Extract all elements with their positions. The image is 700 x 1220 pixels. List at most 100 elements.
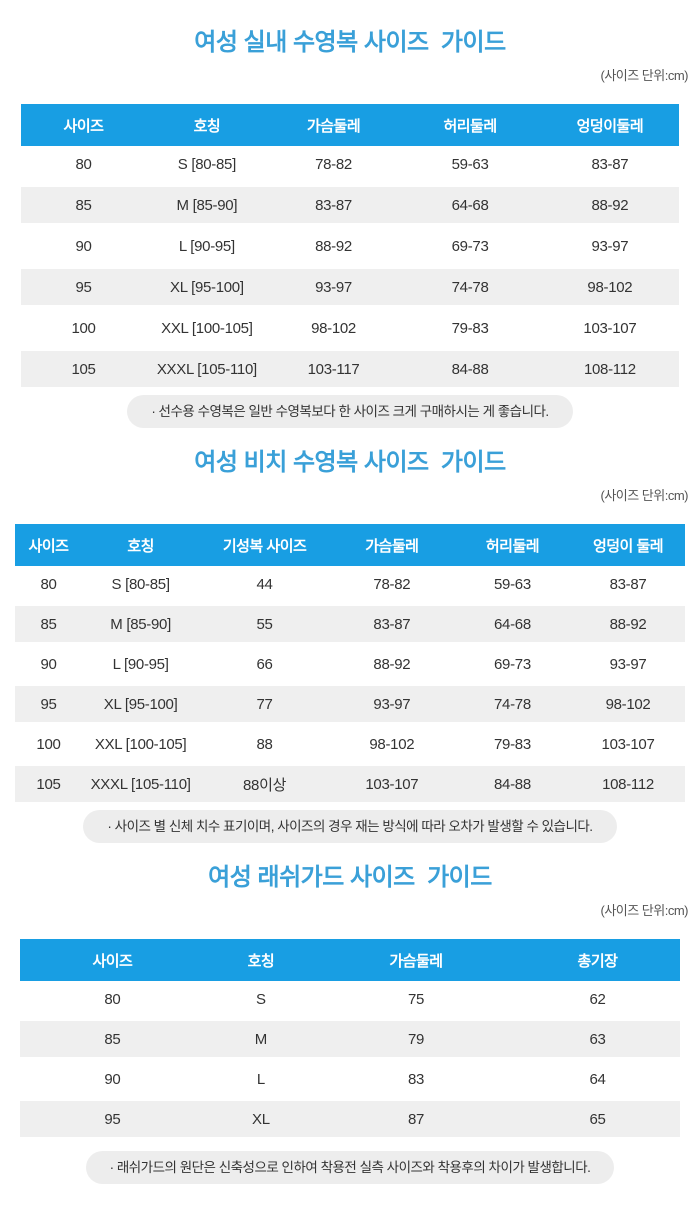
column-header: 가슴둘레 <box>306 117 361 135</box>
table-cell: 105 <box>71 360 96 378</box>
column-header: 호칭 <box>247 952 275 970</box>
unit-label: (사이즈 단위:cm) <box>600 903 688 918</box>
table-cell: 103-117 <box>307 360 360 378</box>
table-cell: 88-92 <box>315 237 352 255</box>
table-row: 90 L [90-95] 88-92 69-73 93-97 <box>21 228 679 264</box>
table-cell: S [80-85] <box>111 575 170 593</box>
table-header-row: 사이즈 호칭 가슴둘레 허리둘레 엉덩이둘레 <box>21 104 679 146</box>
section-title: 여성 실내 수영복 사이즈 가이드 <box>194 29 506 56</box>
column-header: 총기장 <box>577 952 618 970</box>
table-cell: XXXL [105-110] <box>156 360 257 378</box>
table-cell: 44 <box>256 575 273 593</box>
table-row: 105 XXXL [105-110] 103-117 84-88 108-112 <box>21 351 679 387</box>
section-title: 여성 래쉬가드 사이즈 가이드 <box>208 864 492 891</box>
column-header: 가슴둘레 <box>365 537 419 555</box>
table-cell: 69-73 <box>451 237 489 255</box>
table-cell: 98-102 <box>311 319 356 337</box>
rashguard-size-table: 사이즈 호칭 가슴둘레 총기장 80 S 75 62 85 M 79 63 90 L 83 64 95 XL 87 6… <box>20 939 680 1137</box>
table-row: 100 XXL [100-105] 98-102 79-83 103-107 <box>21 310 679 346</box>
table-cell: XL <box>252 1110 270 1128</box>
column-header: 기성복 사이즈 <box>222 537 307 555</box>
table-cell: 63 <box>589 1030 606 1048</box>
table-cell: 84-88 <box>451 360 489 378</box>
table-cell: 88-92 <box>591 196 629 214</box>
table-cell: 108-112 <box>583 360 636 378</box>
table-cell: 74-78 <box>494 695 531 713</box>
table-cell: 62 <box>589 990 606 1008</box>
table-cell: 108-112 <box>602 775 654 793</box>
table-row: 85 M [85-90] 83-87 64-68 88-92 <box>21 187 679 223</box>
table-cell: 55 <box>256 615 273 633</box>
table-cell: 78-82 <box>315 155 352 173</box>
table-cell: 95 <box>40 695 57 713</box>
table-cell: L [90-95] <box>178 237 235 255</box>
table-row: 80 S 75 62 <box>20 981 680 1017</box>
table-row: 90 L [90-95] 66 88-92 69-73 93-97 <box>15 646 685 682</box>
table-cell: 88 <box>256 735 273 753</box>
table-row: 85 M [85-90] 55 83-87 64-68 88-92 <box>15 606 685 642</box>
table-cell: 83-87 <box>373 615 411 633</box>
table-cell: S <box>256 990 266 1008</box>
column-header: 엉덩이둘레 <box>576 117 644 135</box>
table-cell: 75 <box>407 990 425 1008</box>
table-cell: 59-63 <box>494 575 531 593</box>
table-cell: 80 <box>104 990 121 1008</box>
unit-label: (사이즈 단위:cm) <box>600 488 688 503</box>
table-cell: 93-97 <box>315 278 352 296</box>
table-cell: 85 <box>75 196 92 214</box>
table-row: 105 XXXL [105-110] 88이상 103-107 84-88 108-112 <box>15 766 685 802</box>
table-cell: 105 <box>36 775 61 793</box>
table-row: 95 XL [95-100] 77 93-97 74-78 98-102 <box>15 686 685 722</box>
table-cell: 100 <box>36 735 61 753</box>
table-row: 95 XL [95-100] 93-97 74-78 98-102 <box>21 269 679 305</box>
beach-swimsuit-size-table: 사이즈 호칭 기성복 사이즈 가슴둘레 허리둘레 엉덩이 둘레 80 S [80-85] 44 7… <box>15 524 685 802</box>
table-cell: L [90-95] <box>112 655 169 673</box>
table-cell: 90 <box>104 1070 121 1088</box>
table-cell: XXL [100-105] <box>94 735 187 753</box>
table-cell: 103-107 <box>365 775 419 793</box>
table-cell: 83 <box>407 1070 425 1088</box>
table-cell: XXL [100-105] <box>161 319 253 337</box>
table-cell: 83-87 <box>315 196 352 214</box>
table-cell: 80 <box>75 155 92 173</box>
table-cell: XL [95-100] <box>170 278 244 296</box>
column-header: 호칭 <box>127 537 154 555</box>
table-cell: S [80-85] <box>177 155 236 173</box>
note-container: · 래쉬가드의 원단은 신축성으로 인하여 착용전 실측 사이즈와 착용후의 차… <box>0 1151 700 1184</box>
column-header: 사이즈 <box>28 537 69 555</box>
table-cell: 85 <box>104 1030 121 1048</box>
table-cell: M <box>254 1030 268 1048</box>
table-cell: 69-73 <box>494 655 531 673</box>
table-cell: 78-82 <box>373 575 411 593</box>
table-cell: 88이상 <box>243 776 287 794</box>
table-cell: 95 <box>75 278 92 296</box>
table-cell: 59-63 <box>451 155 489 173</box>
table-cell: L <box>256 1070 265 1088</box>
table-row: 80 S [80-85] 78-82 59-63 83-87 <box>21 146 679 182</box>
table-cell: 79 <box>407 1030 425 1048</box>
unit-label: (사이즈 단위:cm) <box>600 68 688 83</box>
indoor-swimsuit-size-table: 사이즈 호칭 가슴둘레 허리둘레 엉덩이둘레 80 S [80-85] 78-82 59-63 8… <box>21 104 679 387</box>
table-cell: 88-92 <box>609 615 647 633</box>
note-container: · 사이즈 별 신체 치수 표기이며, 사이즈의 경우 재는 방식에 따라 오차… <box>0 810 700 843</box>
table-cell: 83-87 <box>591 155 629 173</box>
table-cell: 93-97 <box>373 695 411 713</box>
table-row: 90 L 83 64 <box>20 1061 680 1097</box>
section-beach-swimsuit-guide: 여성 비치 수영복 사이즈 가이드 (사이즈 단위:cm) 사이즈 호칭 기성복 사… <box>0 446 700 843</box>
table-cell: 90 <box>75 237 92 255</box>
table-cell: 100 <box>71 319 96 337</box>
column-header: 호칭 <box>193 117 221 135</box>
table-cell: 64-68 <box>451 196 489 214</box>
table-cell: 83-87 <box>609 575 647 593</box>
note-pill: · 사이즈 별 신체 치수 표기이며, 사이즈의 경우 재는 방식에 따라 오차… <box>83 810 617 843</box>
table-cell: M [85-90] <box>110 615 171 633</box>
table-header-row: 사이즈 호칭 기성복 사이즈 가슴둘레 허리둘레 엉덩이 둘레 <box>15 524 685 566</box>
column-header: 사이즈 <box>63 117 104 135</box>
column-header: 허리둘레 <box>443 117 497 135</box>
column-header: 엉덩이 둘레 <box>592 537 664 555</box>
table-cell: 79-83 <box>451 319 489 337</box>
table-cell: 103-107 <box>601 735 655 753</box>
table-cell: XXXL [105-110] <box>90 775 191 793</box>
table-cell: 98-102 <box>605 695 651 713</box>
section-title: 여성 비치 수영복 사이즈 가이드 <box>194 449 506 476</box>
